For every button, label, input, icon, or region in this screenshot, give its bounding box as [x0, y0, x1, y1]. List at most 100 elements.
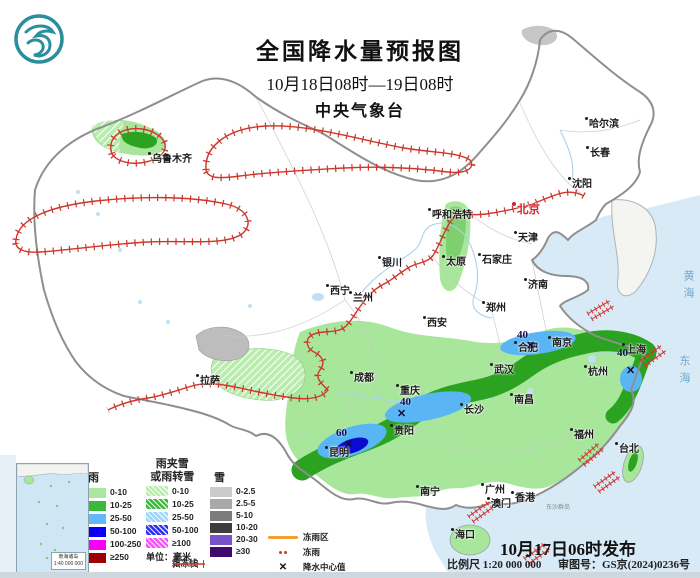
legend-swatch: [84, 539, 106, 550]
legend-label: ≥30: [236, 546, 251, 557]
legend-unit: 单位：毫米: [146, 552, 192, 563]
city-label: 南宁: [416, 485, 440, 498]
legend-swatch: [210, 498, 232, 509]
legend-swatch: [146, 486, 168, 497]
legend-label: 霜冻线: [172, 558, 198, 569]
legend-label: 0-10: [172, 486, 190, 497]
legend-label: 0-10: [110, 487, 128, 498]
rain-zone-0-10: [285, 320, 645, 499]
freezing-rain-icon: [268, 551, 298, 554]
legend-swatch: [146, 512, 168, 523]
legend-snow-title: 雪: [214, 472, 225, 484]
legend-label: 50-100: [172, 525, 199, 536]
city-label: 南京: [548, 336, 572, 349]
hainan-island: [449, 524, 491, 556]
legend-swatch: [210, 522, 232, 533]
legend-label: 0-2.5: [236, 486, 256, 497]
legend-label: 50-100: [110, 526, 137, 537]
city-label: 沈阳: [568, 177, 592, 190]
legend-swatch: [146, 525, 168, 536]
city-label: 广州: [481, 483, 505, 496]
legend-swatch: [84, 552, 106, 563]
map-scale: 比例尺 1:20 000 000: [447, 559, 542, 571]
cma-logo-icon: [14, 14, 64, 64]
legend-label: ≥250: [110, 552, 129, 563]
rain-zone-xinjiang-heavy: [121, 131, 158, 149]
legend-swatch: [84, 487, 106, 498]
inset-map: [17, 464, 88, 560]
legend-label: 100-250: [110, 539, 142, 550]
city-label: 银川: [378, 256, 402, 269]
legend-label: 10-25: [172, 499, 194, 510]
rain-zone-50-100: [335, 437, 369, 455]
city-label: 昆明: [325, 446, 349, 459]
city-label: 太原: [442, 255, 466, 268]
legend-swatch: [146, 538, 168, 549]
precip-center-x-icon: ✕: [626, 365, 636, 377]
city-label: 福州: [570, 428, 594, 441]
city-label: 澳门: [487, 497, 511, 510]
legend-symbols: 冻雨区 冻雨 ✕ 降水中心值: [268, 532, 346, 573]
legend-label: 25-50: [110, 513, 132, 524]
inset-label-box: 南海诸岛 1:40 000 000: [50, 552, 86, 570]
city-label: 天津: [514, 231, 538, 244]
precip-center-x-icon: ✕: [526, 340, 536, 352]
legend-sleet: 雨夹雪 或雨转雪 0-10 10-25 25-50 50-100 ≥100 单位：…: [146, 458, 198, 562]
south-china-sea-inset: 南海诸岛 1:40 000 000: [16, 463, 89, 573]
legend-rain: 雨 0-10 10-25 25-50 50-100 100-250 ≥250: [84, 472, 141, 563]
legend-swatch: [146, 499, 168, 510]
legend-swatch: [84, 500, 106, 511]
legend-label: 冻雨: [303, 547, 321, 558]
island-label: 东沙群岛: [546, 505, 571, 511]
legend-frost-line: 霜冻线: [172, 558, 205, 569]
precip-center-value: 40: [400, 396, 411, 408]
publish-time: 10月17日06时发布: [500, 540, 636, 559]
legend-swatch: [210, 534, 232, 545]
inset-scale: 1:40 000 000: [53, 561, 83, 567]
legend-sleet-title2: 或雨转雪: [150, 470, 195, 483]
map-approval-number: 审图号：GS京(2024)0236号: [558, 559, 690, 571]
city-label: 长沙: [460, 403, 484, 416]
city-label: 西安: [423, 316, 447, 329]
legend-label: 5-10: [236, 510, 254, 521]
legend-label: 10-25: [110, 500, 132, 511]
snow-zone-northeast: [521, 25, 558, 46]
city-label: 长春: [586, 146, 610, 159]
china-border: [33, 29, 655, 510]
legend-rain-title: 雨: [88, 472, 99, 484]
legend-label: 10-20: [236, 522, 258, 533]
snow-zone-tibet: [195, 326, 250, 362]
city-label: 台北: [615, 442, 639, 455]
precip-center-x-icon: ✕: [397, 408, 407, 420]
legend-label: 降水中心值: [303, 562, 346, 573]
legend-swatch: [84, 526, 106, 537]
city-label: 杭州: [584, 365, 608, 378]
precip-center-value: 60: [336, 427, 347, 439]
map-title: 全国降水量预报图: [256, 38, 464, 64]
city-label: 石家庄: [478, 253, 512, 266]
city-label: 香港: [511, 491, 535, 504]
precip-center-value: 40: [617, 347, 628, 359]
sea-label: 黄海: [682, 270, 694, 304]
city-label: 海口: [451, 528, 475, 541]
precip-center-x-icon: ✕: [344, 439, 354, 451]
map-margin: [0, 455, 16, 578]
inset-title: 南海诸岛: [58, 554, 79, 560]
frost-line-icon: [173, 560, 205, 568]
taiwan-island: [622, 445, 644, 483]
precip-center-value: 40: [517, 329, 528, 341]
city-label: 上海: [622, 343, 646, 356]
precip-center-x-icon: ✕: [278, 561, 288, 573]
bottom-frame-bar: [0, 572, 700, 578]
legend-label: 2.5-5: [236, 498, 256, 509]
korea-landmass: [611, 199, 657, 297]
legend-swatch: [210, 486, 232, 497]
city-label: 哈尔滨: [585, 117, 619, 130]
legend-label: 20-30: [236, 534, 258, 545]
legend-snow: 雪 0-2.5 2.5-5 5-10 10-20 20-30 ≥30: [210, 472, 258, 557]
freezing-rain-area-icon: [268, 536, 298, 539]
agency-name: 中央气象台: [314, 103, 405, 120]
city-label-beijing: 北京: [512, 202, 540, 217]
